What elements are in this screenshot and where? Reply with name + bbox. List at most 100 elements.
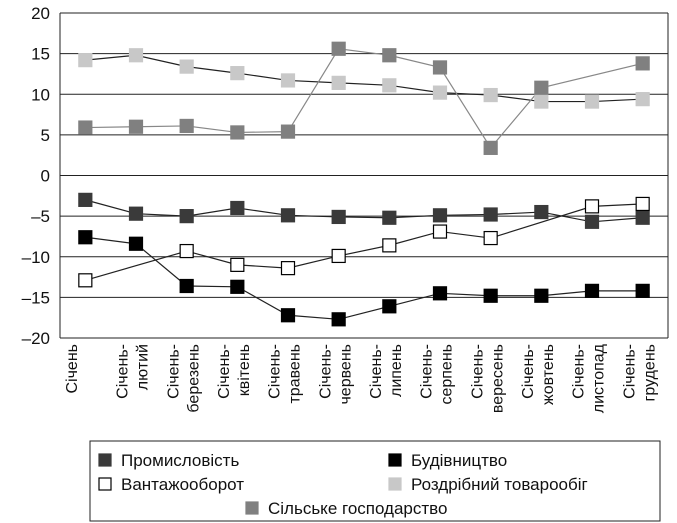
- legend-marker: [98, 477, 112, 491]
- data-point: [331, 209, 346, 225]
- y-tick-label: 15: [31, 45, 50, 64]
- data-point: [331, 75, 346, 90]
- data-point: [483, 207, 498, 222]
- x-tick-label: Січень-: [419, 344, 436, 399]
- data-point: [331, 248, 346, 264]
- data-point: [78, 273, 93, 288]
- data-point: [382, 48, 397, 63]
- data-point: [78, 192, 93, 207]
- x-tick-label: Січень-: [165, 344, 182, 399]
- data-point: [584, 94, 600, 109]
- data-point: [483, 288, 498, 303]
- data-point: [78, 230, 93, 245]
- legend-label: Роздрібний товарообіг: [411, 475, 588, 494]
- data-point: [584, 199, 600, 214]
- data-point: [534, 94, 549, 109]
- data-point: [534, 288, 549, 303]
- legend: Промисловість Будівництво Вантажооборот Роз…: [89, 440, 661, 522]
- series-line: [85, 203, 643, 281]
- legend-label: Сільське господарство: [268, 499, 447, 518]
- data-point: [635, 283, 650, 298]
- y-tick-label: 20: [31, 4, 50, 23]
- y-tick-label: 0: [41, 167, 50, 186]
- data-point: [483, 230, 498, 246]
- legend-marker: [98, 453, 112, 467]
- data-point: [382, 78, 397, 93]
- y-tick-label: 5: [41, 126, 50, 145]
- data-point: [331, 41, 346, 56]
- data-point: [78, 120, 93, 135]
- series-line: [85, 199, 643, 223]
- x-tick-label: листопад: [591, 343, 608, 413]
- plot-area: [78, 41, 650, 327]
- x-tick-label: жовтень: [540, 344, 557, 405]
- data-point: [432, 224, 448, 239]
- x-tick-label: Січень-: [571, 344, 588, 399]
- x-tick-label: липень: [388, 344, 405, 397]
- data-point: [230, 125, 245, 140]
- data-point: [230, 200, 245, 216]
- y-tick-label: 10: [31, 85, 50, 104]
- data-point: [128, 206, 144, 221]
- data-point: [331, 312, 346, 327]
- x-tick-label: лютий: [135, 344, 152, 390]
- x-tick-label: Січень-: [621, 344, 638, 399]
- x-tick-label: Січень: [64, 344, 81, 394]
- data-point: [483, 87, 498, 103]
- data-point: [128, 48, 144, 63]
- x-tick-label: Січень-: [368, 344, 385, 399]
- legend-box: [89, 440, 661, 522]
- legend-marker: [388, 453, 402, 467]
- data-point: [382, 210, 397, 225]
- series-line: [85, 48, 643, 149]
- y-tick-label: –10: [22, 248, 50, 267]
- data-point: [78, 53, 93, 68]
- legend-marker: [388, 477, 402, 491]
- data-point: [635, 56, 650, 71]
- x-tick-label: серпень: [439, 344, 456, 405]
- x-tick-label: Січень-: [267, 344, 284, 399]
- data-point: [280, 261, 296, 276]
- data-point: [584, 283, 600, 298]
- data-point: [280, 208, 296, 223]
- data-point: [179, 118, 194, 134]
- data-point: [179, 243, 194, 259]
- data-point: [483, 140, 498, 155]
- data-point: [179, 278, 194, 294]
- x-tick-label: грудень: [641, 344, 658, 401]
- data-point: [382, 238, 397, 253]
- x-axis: Січень Січень-лютий Січень-березень Січень-…: [60, 13, 669, 413]
- legend-marker: [245, 501, 259, 515]
- data-point: [432, 60, 448, 75]
- data-point: [432, 208, 448, 223]
- data-point: [280, 308, 296, 323]
- data-point: [128, 119, 144, 134]
- x-tick-label: Січень-: [115, 344, 132, 399]
- legend-label: Будівництво: [411, 451, 507, 470]
- y-tick-label: –15: [22, 288, 50, 307]
- x-tick-label: вересень: [489, 344, 506, 413]
- data-point: [635, 92, 650, 107]
- y-axis: 20 15 10 5 0 –5 –10 –15 –20: [22, 4, 61, 348]
- data-point: [230, 279, 245, 294]
- data-point: [584, 214, 600, 229]
- x-tick-label: Січень-: [520, 344, 537, 399]
- data-point: [230, 257, 245, 272]
- data-point: [635, 196, 650, 212]
- x-tick-label: травень: [287, 344, 304, 404]
- data-point: [432, 286, 448, 301]
- data-point: [534, 80, 549, 95]
- data-point: [534, 204, 549, 220]
- data-point: [382, 299, 397, 314]
- data-point: [280, 73, 296, 88]
- x-tick-label: Січень-: [469, 344, 486, 399]
- data-point: [230, 66, 245, 81]
- data-point: [179, 59, 194, 74]
- data-point: [179, 209, 194, 224]
- data-point: [280, 124, 296, 139]
- data-point: [432, 85, 448, 100]
- series-line: [85, 236, 643, 320]
- series-line: [85, 54, 643, 103]
- gridlines: [60, 12, 668, 339]
